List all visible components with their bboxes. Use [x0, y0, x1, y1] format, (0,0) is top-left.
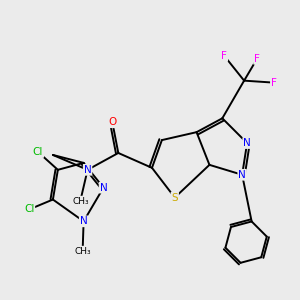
- Text: N: N: [84, 165, 92, 175]
- Text: F: F: [271, 78, 277, 88]
- Text: CH₃: CH₃: [72, 196, 89, 206]
- Text: CH₃: CH₃: [74, 247, 91, 256]
- Text: O: O: [108, 117, 116, 127]
- Text: N: N: [243, 138, 251, 148]
- Text: N: N: [100, 183, 107, 193]
- Text: F: F: [221, 51, 227, 61]
- Text: Cl: Cl: [33, 147, 43, 157]
- Text: N: N: [238, 170, 246, 180]
- Text: N: N: [80, 216, 88, 226]
- Text: F: F: [254, 54, 260, 64]
- Text: S: S: [172, 193, 178, 202]
- Text: Cl: Cl: [24, 204, 34, 214]
